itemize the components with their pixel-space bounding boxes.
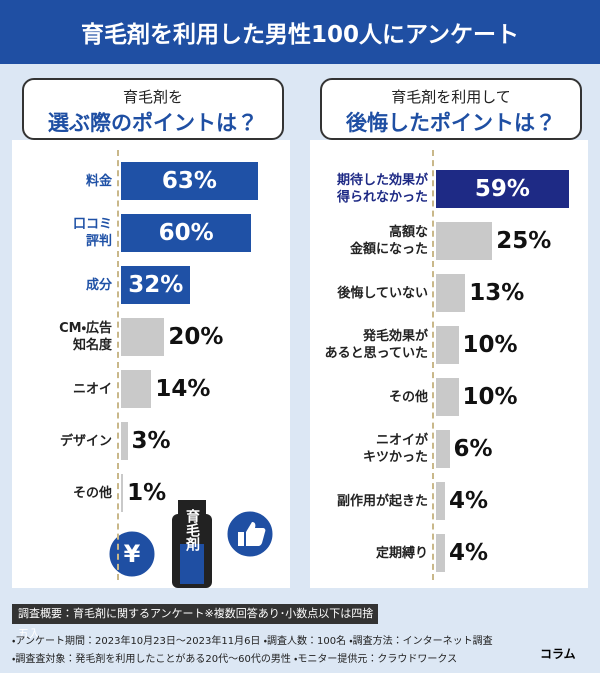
bar — [121, 214, 252, 252]
footer-summary: 調査概要：育毛剤に関するアンケート※複数回答あり･小数点以下は四捨五入 — [12, 604, 378, 640]
bar — [436, 534, 445, 572]
value-label: 32% — [128, 272, 184, 298]
value-label: 3% — [131, 428, 171, 454]
bar — [121, 370, 152, 408]
value-label: 59% — [474, 176, 530, 202]
category-label: CM・広告 知名度 — [59, 321, 112, 353]
value-label: 10% — [462, 384, 518, 410]
bar — [121, 422, 128, 460]
footer-line: ・調査査対象：発毛剤を利用したことがある20代〜60代の男性 ・モニター提供元：… — [12, 654, 458, 665]
category-label: 高額な 金額になった — [349, 225, 428, 257]
bar — [121, 266, 191, 304]
value-label: 4% — [449, 540, 489, 566]
category-label: 成分 — [85, 277, 112, 293]
footer-line: ・アンケート期間：2023年10月23日〜2023年11月6日 ・調査人数：10… — [12, 636, 493, 647]
category-label: ニオイが キツかった — [362, 433, 428, 465]
svg-text:¥: ¥ — [124, 540, 141, 568]
bar — [436, 430, 450, 468]
logo: コラム — [540, 647, 576, 661]
category-label: 定期縛り — [375, 545, 428, 561]
value-label: 20% — [168, 324, 224, 350]
value-label: 1% — [127, 480, 167, 506]
illustration: ¥ 育毛剤 — [106, 500, 276, 588]
chart-title: 後悔したポイントは？ — [346, 111, 556, 135]
bar — [436, 482, 445, 520]
category-label: デザイン — [59, 433, 112, 449]
bar — [436, 326, 459, 364]
value-label: 10% — [462, 332, 518, 358]
chart-title: 育毛剤を利用して — [391, 88, 511, 106]
value-label: 60% — [158, 220, 214, 246]
category-label: その他 — [388, 389, 428, 405]
value-label: 25% — [496, 228, 552, 254]
category-label: 後悔していない — [337, 285, 428, 301]
value-label: 6% — [453, 436, 493, 462]
category-label: 料金 — [85, 173, 112, 189]
value-label: 63% — [161, 168, 217, 194]
chart-title: 育毛剤を — [122, 88, 183, 106]
category-label: 副作用が起きた — [336, 493, 428, 509]
value-label: 14% — [155, 376, 211, 402]
bottle-label: 育毛剤 — [184, 508, 201, 552]
bar — [121, 474, 124, 512]
category-label: ニオイ — [72, 381, 112, 397]
bar — [121, 318, 165, 356]
axis-line — [117, 150, 119, 580]
right-bubble: 育毛剤を利用して 後悔したポイントは？ — [320, 78, 582, 140]
value-label: 4% — [449, 488, 489, 514]
header-title: 育毛剤を利用した男性100人にアンケート — [0, 0, 600, 64]
left-bubble: 育毛剤を 選ぶ際のポイントは？ — [22, 78, 284, 140]
category-label: 発毛効果が あると思っていた — [324, 329, 428, 361]
chart-title: 選ぶ際のポイントは？ — [48, 111, 258, 135]
category-label: 口コミ 評判 — [72, 217, 112, 249]
bar — [436, 170, 569, 208]
axis-line — [432, 150, 434, 580]
category-label: 期待した効果が 得られなかった — [336, 173, 428, 205]
bar — [436, 222, 493, 260]
value-label: 13% — [469, 280, 525, 306]
category-label: その他 — [72, 485, 112, 501]
bar — [436, 274, 466, 312]
bar — [436, 378, 459, 416]
bar — [121, 162, 258, 200]
right-panel — [310, 140, 588, 588]
